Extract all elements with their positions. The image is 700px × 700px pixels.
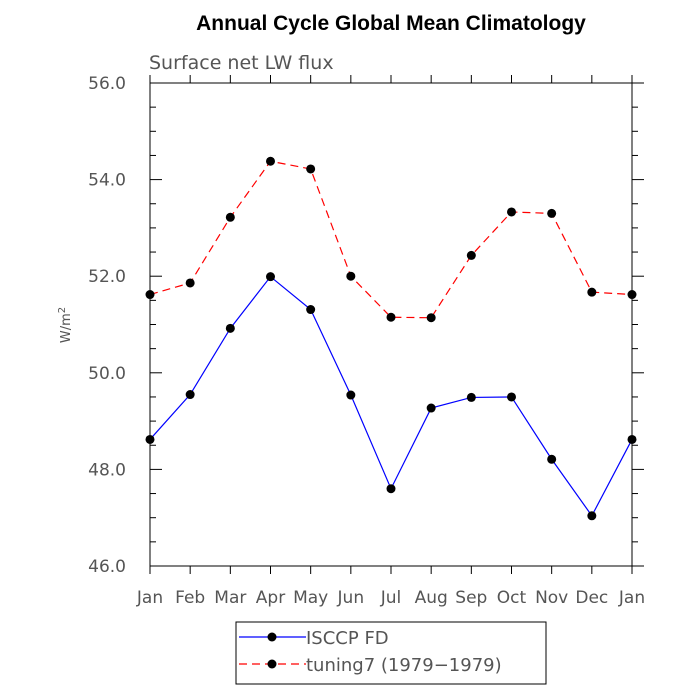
y-axis-label-superscript: 2 [57,307,68,313]
y-tick-labels: 46.0 48.0 50.0 52.0 54.0 56.0 [88,74,126,577]
data-point [627,290,637,300]
data-point [507,392,516,402]
series-line [149,160,633,319]
legend-entry: ISCCP FD [239,628,389,649]
data-point [587,287,597,297]
x-tick-label: Apr [256,588,285,608]
data-point [185,278,195,288]
data-point [466,250,476,260]
data-point [225,212,235,222]
legend-marker [267,659,277,669]
y-tick-label: 54.0 [88,171,126,191]
x-tick-label: Jun [337,588,365,608]
x-tick-label: May [293,588,328,608]
legend-entries: ISCCP FD tuning7 (1979−1979) [239,628,502,676]
chart-subtitle: Surface net LW flux [149,52,334,74]
x-tick-label: Sep [455,588,487,608]
legend-label: tuning7 (1979−1979) [306,655,502,676]
y-tick-label: 56.0 [88,74,126,94]
legend: ISCCP FD tuning7 (1979−1979) [235,621,547,685]
series-1 [145,272,637,521]
axis-ticks [149,75,644,574]
x-tick-label: Feb [175,588,205,608]
series-layer [145,156,637,521]
data-point [547,454,557,464]
y-tick-label: 46.0 [88,557,126,577]
y-axis-label: W/m2 [57,307,74,343]
data-point [306,305,316,315]
x-tick-label: Jan [618,588,645,608]
data-point [426,403,436,413]
legend-label: ISCCP FD [306,628,389,649]
x-tick-label: Jan [136,588,163,608]
data-point [426,313,436,323]
x-tick-label: Nov [535,588,568,608]
y-axis-label-text: W/m [59,313,74,343]
data-point [466,392,476,402]
y-tick-label: 48.0 [88,460,126,480]
data-point [507,207,516,217]
data-point [145,290,155,300]
series-line [149,275,633,517]
x-tick-label: Jul [380,588,402,608]
series-2 [145,156,637,323]
data-point [346,390,356,400]
legend-entry: tuning7 (1979−1979) [239,655,502,676]
data-point [145,434,155,444]
legend-box [235,621,547,685]
data-point [306,164,316,174]
legend-marker [267,632,277,642]
data-point [346,271,356,281]
y-tick-label: 52.0 [88,267,126,287]
data-point [547,208,557,218]
data-point [266,272,275,282]
x-tick-label: Aug [415,588,448,608]
data-point [185,390,195,400]
data-point [587,511,597,521]
x-tick-label: Dec [575,588,608,608]
data-point [627,434,637,444]
plot-frame [149,82,633,567]
chart-title: Annual Cycle Global Mean Climatology [196,12,586,35]
data-point [225,323,235,333]
y-tick-label: 50.0 [88,364,126,384]
data-point [266,156,275,166]
data-point [386,312,396,322]
x-tick-label: Mar [214,588,246,608]
x-tick-labels: Jan Feb Mar Apr May Jun Jul Aug Sep Oct Nov Dec Jan [136,588,645,608]
x-tick-label: Oct [497,588,527,608]
data-point [386,484,396,494]
